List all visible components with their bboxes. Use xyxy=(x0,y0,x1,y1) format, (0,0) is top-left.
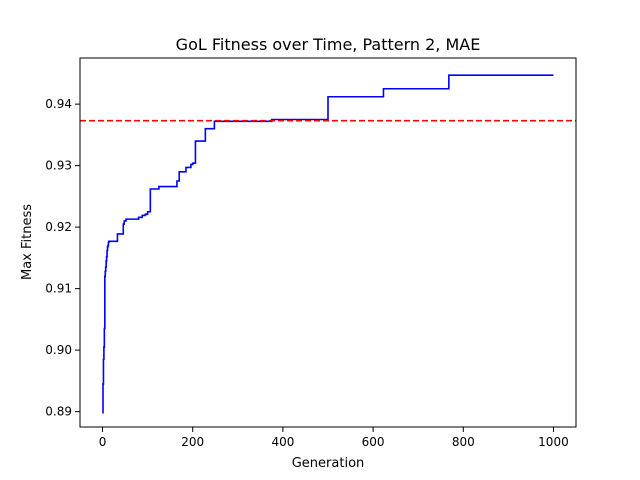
x-tick-label: 400 xyxy=(271,435,294,449)
chart-title: GoL Fitness over Time, Pattern 2, MAE xyxy=(176,35,481,54)
plot-area xyxy=(80,74,576,414)
x-tick-label: 1000 xyxy=(538,435,569,449)
y-axis-label: Max Fitness xyxy=(20,204,35,280)
series-line xyxy=(102,74,554,414)
y-tick-label: 0.91 xyxy=(45,282,72,296)
x-tick-label: 800 xyxy=(452,435,475,449)
y-tick-label: 0.93 xyxy=(45,159,72,173)
x-axis-label: Generation xyxy=(292,456,365,471)
x-tick-label: 600 xyxy=(362,435,385,449)
x-tick-label: 200 xyxy=(181,435,204,449)
y-tick-label: 0.90 xyxy=(45,343,72,357)
y-tick-label: 0.94 xyxy=(45,97,72,111)
axes-frame xyxy=(79,57,577,428)
x-axis-ticks: 0 200 400 600 800 1000 xyxy=(99,427,569,449)
y-tick-label: 0.89 xyxy=(45,405,72,419)
x-tick-label: 0 xyxy=(99,435,107,449)
y-tick-label: 0.92 xyxy=(45,220,72,234)
y-axis-ticks: 0.89 0.90 0.91 0.92 0.93 0.94 xyxy=(45,97,80,419)
